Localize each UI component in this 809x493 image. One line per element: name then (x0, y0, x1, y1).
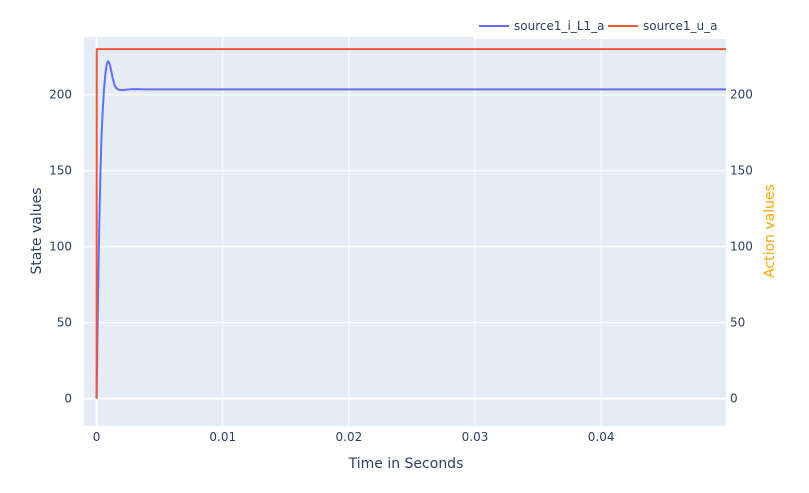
legend-bg (474, 13, 726, 39)
x-tick-label: 0 (93, 430, 101, 444)
legend[interactable]: source1_i_L1_a source1_u_a (474, 13, 726, 39)
y2-tick-label: 50 (730, 316, 745, 330)
y-tick-label: 0 (64, 392, 72, 406)
y-tick-label: 50 (57, 316, 72, 330)
series-line-source1-i-l1-a[interactable] (95, 60, 726, 399)
x-tick-label: 0.02 (336, 430, 363, 444)
x-tick-label: 0.04 (588, 430, 615, 444)
x-tick-label: 0.01 (209, 430, 236, 444)
y-tick-label: 200 (49, 88, 72, 102)
y-tick-label: 150 (49, 164, 72, 178)
y2-axis-title: Action values (762, 184, 778, 278)
x-axis-title: Time in Seconds (348, 456, 464, 472)
y2-tick-label: 100 (730, 240, 753, 254)
y2-tick-labels: 0 50 100 150 200 (730, 88, 753, 406)
series-layer (95, 48, 726, 399)
y-grid (84, 94, 726, 400)
y-tick-label: 100 (49, 240, 72, 254)
legend-label-source1-u-a[interactable]: source1_u_a (643, 19, 717, 33)
y2-tick-label: 150 (730, 164, 753, 178)
legend-label-source1-i-l1-a[interactable]: source1_i_L1_a (514, 19, 605, 33)
series-line-source1-u-a[interactable] (95, 48, 726, 399)
plot-area (84, 37, 726, 426)
x-tick-label: 0.03 (462, 430, 489, 444)
x-tick-labels: 0 0.01 0.02 0.03 0.04 (93, 430, 615, 444)
y2-tick-label: 0 (730, 392, 738, 406)
y2-tick-label: 200 (730, 88, 753, 102)
y-tick-labels: 0 50 100 150 200 (49, 88, 72, 406)
y-axis-title: State values (29, 187, 45, 274)
